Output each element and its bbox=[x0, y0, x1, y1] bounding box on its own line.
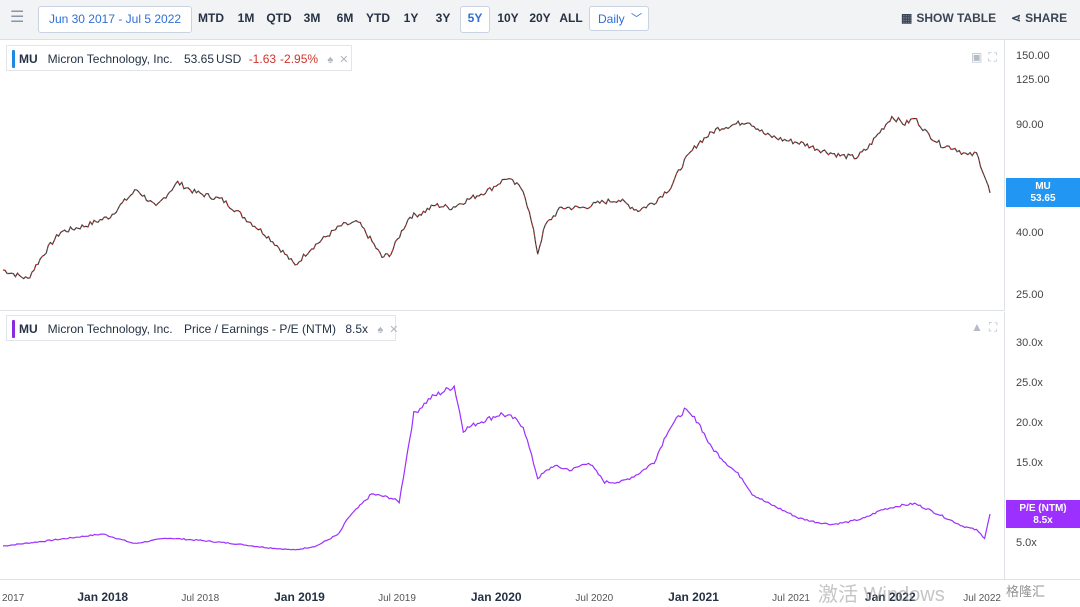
price-color-swatch bbox=[12, 50, 15, 68]
price-badge-ticker: MU bbox=[1035, 181, 1051, 192]
x-axis-label: Jan 2022 bbox=[865, 590, 916, 604]
x-axis-baseline bbox=[0, 579, 1080, 580]
share-button[interactable]: ⋖ SHARE bbox=[1011, 11, 1067, 25]
pe-remove-icon[interactable]: ✕ bbox=[389, 324, 399, 336]
range-1y-button[interactable]: 1Y bbox=[403, 11, 419, 25]
price-company: Micron Technology, Inc. bbox=[47, 52, 173, 66]
pe-y-tick-label: 20.0x bbox=[1016, 417, 1043, 429]
chevron-down-icon: ﹀ bbox=[631, 13, 642, 25]
pe-panel-icons: ▲⛶ bbox=[971, 320, 1003, 335]
collapse-menu-icon[interactable]: ☰ bbox=[10, 9, 25, 26]
price-remove-icon[interactable]: ✕ bbox=[339, 54, 349, 66]
panel-divider bbox=[0, 310, 1005, 311]
price-y-axis-line bbox=[1004, 40, 1005, 310]
expand-icon[interactable]: ⛶ bbox=[988, 320, 1004, 334]
pe-badge-label: P/E (NTM) bbox=[1019, 503, 1067, 514]
price-y-tick-label: 125.00 bbox=[1016, 74, 1050, 86]
price-y-tick-label: 150.00 bbox=[1016, 50, 1050, 62]
x-axis-label: Jan 2019 bbox=[274, 590, 325, 604]
price-badge-value: 53.65 bbox=[1030, 193, 1056, 204]
x-axis-label: Jul 2018 bbox=[181, 593, 219, 604]
price-value: 53.65 bbox=[183, 52, 214, 66]
range-3m-button[interactable]: 3M bbox=[303, 11, 321, 25]
range-1m-button[interactable]: 1M bbox=[237, 11, 255, 25]
price-change-pct: -2.95% bbox=[280, 52, 319, 66]
pe-y-tick-label: 15.0x bbox=[1016, 457, 1043, 469]
frequency-select[interactable]: Daily ﹀ bbox=[589, 6, 649, 31]
pe-y-tick-label: 30.0x bbox=[1016, 337, 1043, 349]
move-up-icon[interactable]: ▲ bbox=[971, 320, 989, 334]
pe-y-tick-label: 25.0x bbox=[1016, 377, 1043, 389]
range-ytd-button[interactable]: YTD bbox=[366, 11, 390, 25]
price-series-line bbox=[2, 115, 991, 280]
x-axis-labels: 2017 Jan 2018 Jul 2018 Jan 2019 Jul 2019 Jan … bbox=[2, 590, 1001, 604]
pe-badge: P/E (NTM) 8.5x bbox=[1006, 500, 1080, 528]
price-series-down-overlay bbox=[2, 115, 991, 280]
x-axis-label: Jan 2021 bbox=[668, 590, 719, 604]
pe-series-line bbox=[2, 384, 991, 551]
range-6m-button[interactable]: 6M bbox=[336, 11, 354, 25]
pe-badge-value: 8.5x bbox=[1033, 515, 1053, 526]
table-icon: ▦ bbox=[901, 11, 913, 25]
x-axis-label: Jul 2021 bbox=[772, 593, 810, 604]
price-panel-icons: ▣⛶ bbox=[971, 50, 1003, 65]
pe-y-axis-line bbox=[1004, 312, 1005, 580]
price-ticker: MU bbox=[19, 52, 38, 66]
price-badge: MU 53.65 bbox=[1006, 178, 1080, 207]
pe-y-axis: 30.0x 25.0x 20.0x 15.0x 5.0x bbox=[1016, 337, 1043, 549]
price-legend: MU Micron Technology, Inc. 53.65 USD -1.63… bbox=[6, 45, 352, 71]
pe-settings-icon[interactable]: ♠ bbox=[377, 324, 384, 336]
brand-watermark: 格隆汇 bbox=[1006, 584, 1046, 599]
range-10y-button[interactable]: 10Y bbox=[497, 11, 519, 25]
expand-icon[interactable]: ⛶ bbox=[988, 50, 1003, 64]
x-axis-label: Jul 2020 bbox=[575, 593, 613, 604]
share-icon: ⋖ bbox=[1011, 11, 1022, 25]
download-icon[interactable]: ▣ bbox=[971, 50, 989, 64]
share-label: SHARE bbox=[1025, 11, 1068, 25]
date-range-picker[interactable]: Jun 30 2017 - Jul 5 2022 bbox=[38, 6, 192, 33]
x-axis-label: 2017 bbox=[2, 593, 25, 604]
x-axis-label: Jan 2018 bbox=[77, 590, 128, 604]
pe-y-tick-label: 5.0x bbox=[1016, 537, 1037, 549]
price-y-tick-label: 90.00 bbox=[1016, 119, 1044, 131]
range-qtd-button[interactable]: QTD bbox=[266, 11, 292, 25]
price-change: -1.63 bbox=[248, 52, 277, 66]
price-y-tick-label: 25.00 bbox=[1016, 289, 1044, 301]
show-table-label: SHOW TABLE bbox=[916, 11, 997, 25]
x-axis-label: Jul 2019 bbox=[378, 593, 416, 604]
range-mtd-button[interactable]: MTD bbox=[198, 11, 224, 25]
range-all-button[interactable]: ALL bbox=[559, 11, 583, 25]
x-axis-label: Jan 2020 bbox=[471, 590, 522, 604]
price-y-axis: 150.00 125.00 90.00 40.00 25.00 bbox=[1016, 50, 1050, 301]
price-settings-icon[interactable]: ♠ bbox=[327, 54, 334, 66]
price-y-tick-label: 40.00 bbox=[1016, 227, 1044, 239]
range-20y-button[interactable]: 20Y bbox=[529, 11, 551, 25]
show-table-button[interactable]: ▦ SHOW TABLE bbox=[901, 11, 996, 25]
frequency-value: Daily bbox=[598, 12, 625, 26]
windows-watermark: 激活 Windows bbox=[818, 584, 945, 606]
toolbar: ☰ Jun 30 2017 - Jul 5 2022 MTD 1M QTD 3M… bbox=[0, 0, 1080, 40]
pe-company: Micron Technology, Inc. bbox=[47, 322, 173, 336]
pe-legend: MU Micron Technology, Inc. Price / Earnin… bbox=[6, 315, 399, 341]
pe-ticker: MU bbox=[19, 322, 38, 336]
x-axis-label: Jul 2022 bbox=[963, 593, 1001, 604]
pe-value: 8.5x bbox=[345, 322, 369, 336]
range-3y-button[interactable]: 3Y bbox=[435, 11, 451, 25]
pe-metric: Price / Earnings - P/E (NTM) bbox=[183, 322, 336, 336]
price-currency: USD bbox=[216, 52, 242, 66]
range-5y-button[interactable]: 5Y bbox=[460, 6, 490, 33]
pe-color-swatch bbox=[12, 320, 15, 338]
